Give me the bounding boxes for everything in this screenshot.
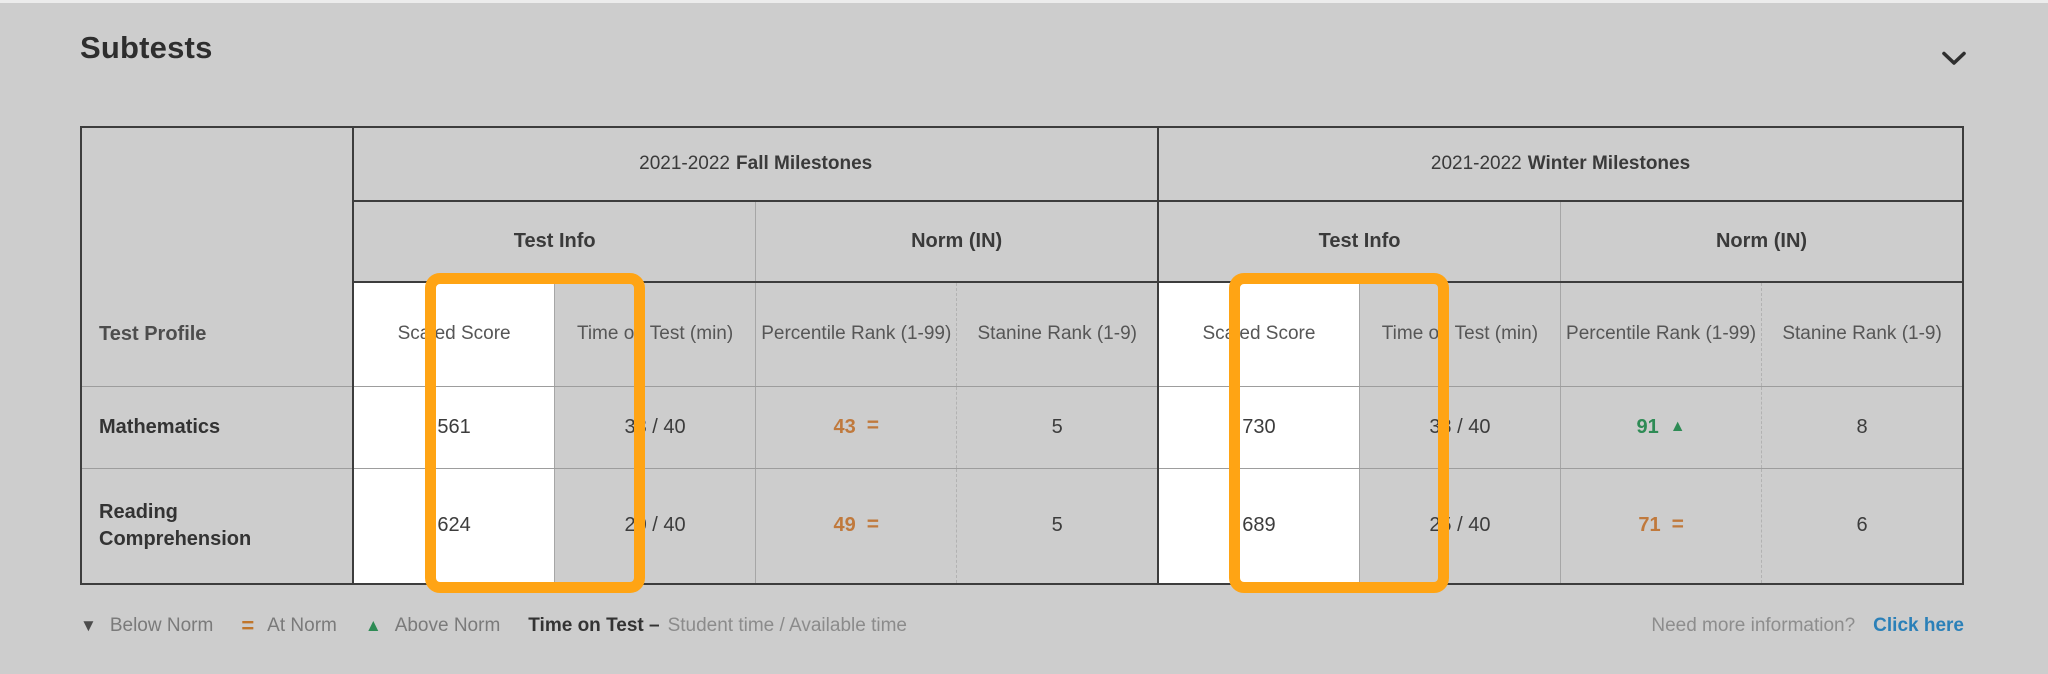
table-row: Reading Comprehension 624 20 / 40 49 = 5… xyxy=(81,468,1963,584)
section-header-norm: Norm (IN) xyxy=(1560,201,1963,283)
group-header-winter: 2021-2022 Winter Milestones xyxy=(1157,127,1963,202)
time-on-test-value: 20 / 40 xyxy=(553,468,756,584)
time-note-value: Student time / Available time xyxy=(667,615,907,636)
percentile-rank-value: 49 = xyxy=(755,468,957,584)
column-header-percentile-rank: Percentile Rank (1-99) xyxy=(755,282,957,387)
column-header-scaled-score: Scaled Score xyxy=(352,282,555,387)
at-norm-icon: = xyxy=(866,512,880,536)
column-header-time-on-test: Time on Test (min) xyxy=(1358,282,1561,387)
column-header-stanine-rank: Stanine Rank (1-9) xyxy=(1761,282,1963,387)
corner-cell: Test Profile xyxy=(81,127,354,387)
scaled-score-value: 624 xyxy=(352,468,555,584)
term-name: Fall Milestones xyxy=(736,153,873,174)
scaled-score-value: 689 xyxy=(1157,468,1360,584)
corner-label: Test Profile xyxy=(99,322,207,345)
group-header-fall: 2021-2022 Fall Milestones xyxy=(352,127,1159,202)
row-label-mathematics: Mathematics xyxy=(81,386,354,469)
legend-label: Below Norm xyxy=(109,615,214,636)
stanine-rank-value: 5 xyxy=(956,386,1159,469)
time-on-test-note: Time on Test – Student time / Available … xyxy=(528,615,907,637)
legend-label: Above Norm xyxy=(394,615,501,636)
column-header-percentile-rank: Percentile Rank (1-99) xyxy=(1559,282,1762,387)
term-prefix: 2021-2022 xyxy=(639,153,731,174)
column-header-stanine-rank: Stanine Rank (1-9) xyxy=(956,282,1159,387)
at-norm-icon: = xyxy=(866,414,880,437)
legend-at-norm: = At Norm xyxy=(241,613,337,639)
time-on-test-value: 25 / 40 xyxy=(1358,468,1561,584)
time-on-test-value: 33 / 40 xyxy=(553,386,756,469)
section-header-norm: Norm (IN) xyxy=(755,201,1159,283)
at-norm-icon: = xyxy=(241,613,255,638)
table-row: Test Profile 2021-2022 Fall Milestones 2… xyxy=(81,127,1963,387)
collapse-panel-button[interactable] xyxy=(1938,48,1970,72)
time-on-test-value: 38 / 40 xyxy=(1358,386,1561,469)
below-norm-icon: ▼ xyxy=(80,616,97,635)
scaled-score-value: 561 xyxy=(352,386,555,469)
chevron-down-icon xyxy=(1940,50,1968,70)
table-row: Scaled Score Time on Test (min) Percenti… xyxy=(81,282,1963,387)
stanine-rank-value: 5 xyxy=(956,468,1159,584)
legend-bar: ▼ Below Norm = At Norm ▲ Above Norm Time… xyxy=(80,610,1964,642)
at-norm-icon: = xyxy=(1671,512,1684,536)
legend-above-norm: ▲ Above Norm xyxy=(365,615,500,637)
more-info-question: Need more information? xyxy=(1651,615,1856,636)
column-header-scaled-score: Scaled Score xyxy=(1157,282,1360,387)
stanine-rank-value: 6 xyxy=(1761,468,1963,584)
above-norm-icon: ▲ xyxy=(1669,418,1686,435)
column-header-time-on-test: Time on Test (min) xyxy=(553,282,756,387)
section-header-test-info: Test Info xyxy=(352,201,756,283)
click-here-link[interactable]: Click here xyxy=(1873,615,1964,636)
table-row: Mathematics 561 33 / 40 43 = 5 730 38 / … xyxy=(81,386,1963,469)
scaled-score-value: 730 xyxy=(1157,386,1360,469)
stanine-rank-value: 8 xyxy=(1761,386,1963,469)
above-norm-icon: ▲ xyxy=(364,616,382,635)
percentile-rank-value: 71 = xyxy=(1559,468,1762,584)
time-note-label: Time on Test – xyxy=(528,615,660,636)
legend-label: At Norm xyxy=(267,615,337,636)
more-info: Need more information? Click here xyxy=(1651,615,1964,637)
page-title: Subtests xyxy=(80,30,213,65)
term-prefix: 2021-2022 xyxy=(1430,153,1522,174)
term-name: Winter Milestones xyxy=(1527,153,1691,174)
percentile-rank-value: 91 ▲ xyxy=(1559,386,1762,469)
percentile-rank-value: 43 = xyxy=(755,386,957,469)
subtests-table: Test Profile 2021-2022 Fall Milestones 2… xyxy=(80,126,1964,593)
legend-below-norm: ▼ Below Norm xyxy=(80,615,213,637)
section-header-test-info: Test Info xyxy=(1157,201,1561,283)
table-row: Test Info Norm (IN) Test Info Norm (IN) xyxy=(81,201,1963,283)
row-label-reading-comprehension: Reading Comprehension xyxy=(99,500,252,550)
